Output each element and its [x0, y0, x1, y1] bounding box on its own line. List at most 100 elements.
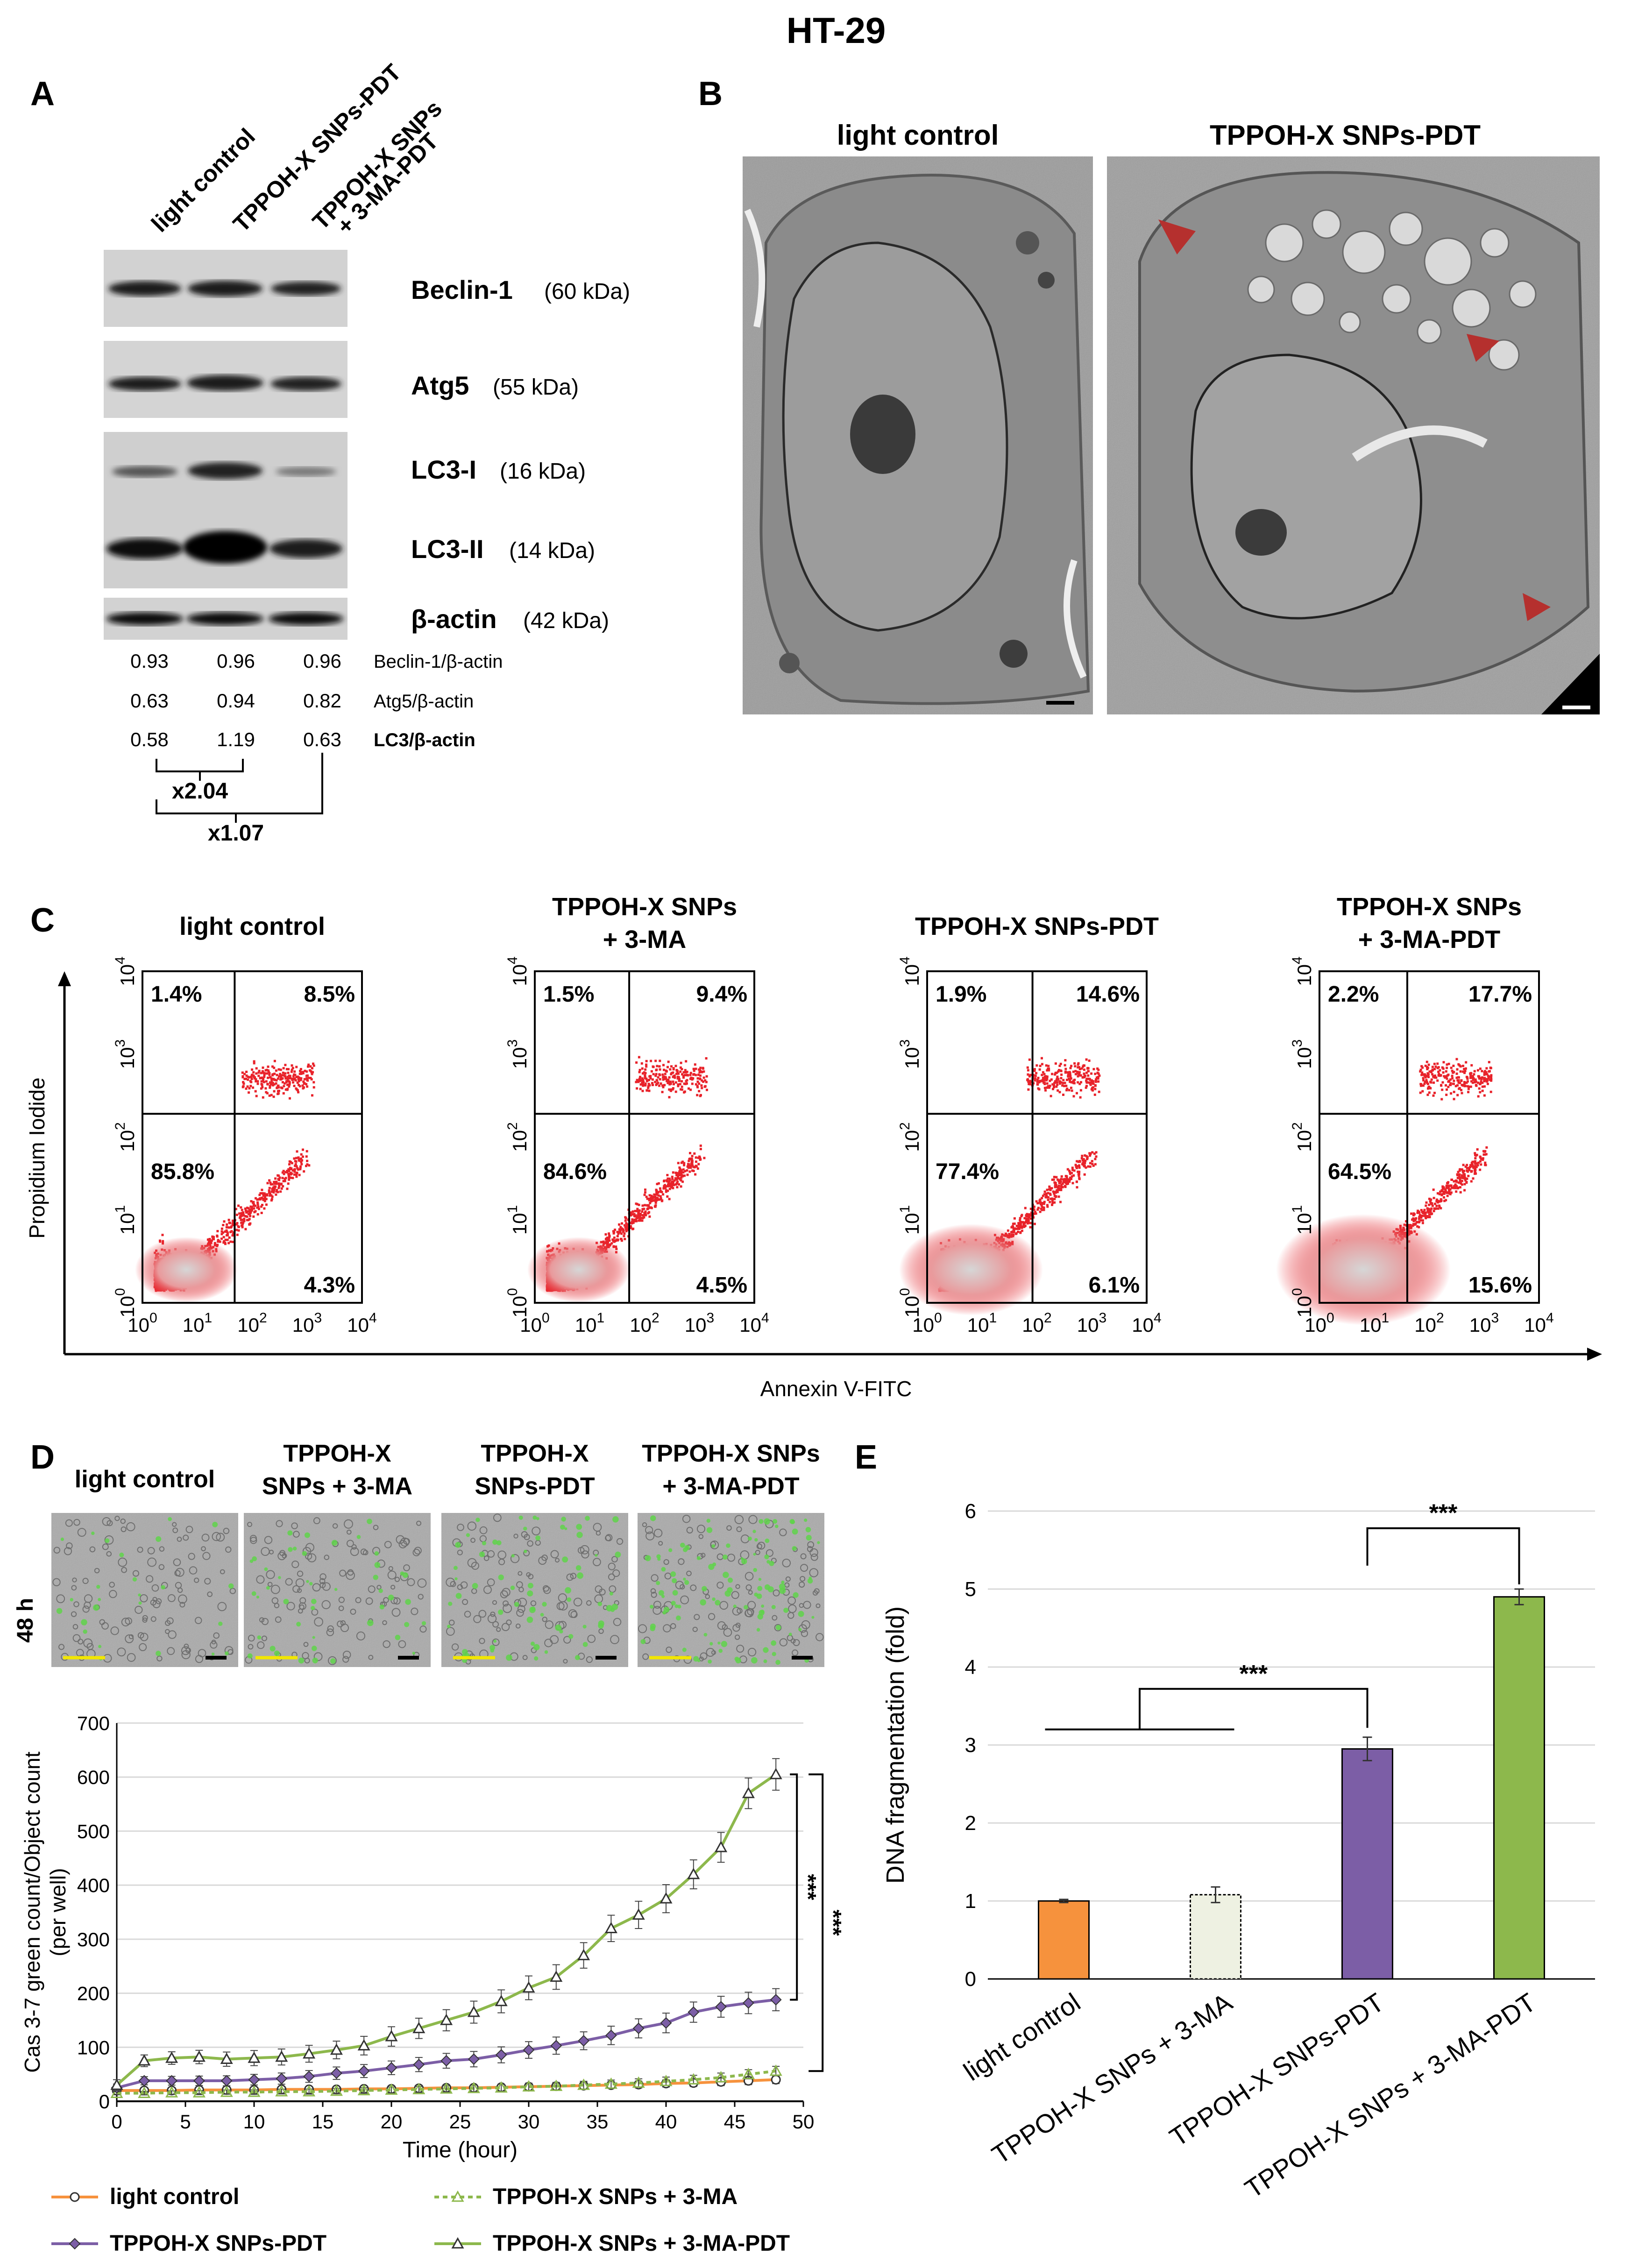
- flow-event: [639, 1079, 642, 1082]
- flow-event: [684, 1074, 686, 1076]
- flow-plot-title: TPPOH-X SNPs-PDT: [915, 912, 1159, 940]
- flow-event: [688, 1158, 691, 1160]
- flow-event: [1461, 1183, 1463, 1186]
- flow-event: [1465, 1061, 1468, 1064]
- flow-event: [1446, 1063, 1448, 1066]
- flow-event: [1041, 1057, 1043, 1060]
- flow-event: [651, 1078, 654, 1081]
- flow-event: [255, 1067, 258, 1070]
- flow-event: [645, 1195, 648, 1198]
- flow-event: [235, 1223, 238, 1226]
- flow-event: [638, 1069, 641, 1071]
- flow-event: [693, 1152, 696, 1155]
- flow-event: [284, 1072, 287, 1075]
- flow-event: [1444, 1189, 1447, 1192]
- flow-event: [267, 1076, 269, 1079]
- flow-event: [1083, 1173, 1086, 1176]
- flow-event: [641, 1216, 644, 1219]
- flow-event: [1050, 1078, 1053, 1081]
- flow-event: [608, 1236, 610, 1239]
- flow-event: [1463, 1189, 1466, 1192]
- flow-event: [281, 1077, 284, 1080]
- flow-event: [291, 1067, 294, 1069]
- flow-event: [300, 1077, 303, 1080]
- flow-event: [1474, 1157, 1477, 1159]
- flow-event: [1079, 1089, 1082, 1092]
- flow-y-tick: 104: [505, 956, 531, 986]
- flow-event: [241, 1076, 244, 1079]
- flow-event: [645, 1060, 648, 1062]
- flow-event: [293, 1085, 296, 1087]
- flow-event: [1077, 1063, 1079, 1066]
- flow-event: [1065, 1084, 1068, 1087]
- flow-event: [1051, 1073, 1054, 1075]
- flow-event: [657, 1076, 659, 1079]
- flow-event: [637, 1081, 640, 1083]
- flow-event: [648, 1084, 651, 1087]
- flow-event: [1071, 1175, 1073, 1178]
- flow-event: [1061, 1084, 1064, 1087]
- flow-event: [1063, 1085, 1065, 1088]
- flow-event: [278, 1185, 281, 1188]
- flow-event: [1022, 1222, 1025, 1225]
- flow-event: [657, 1191, 659, 1194]
- flow-event: [1072, 1174, 1075, 1177]
- flow-event: [281, 1087, 284, 1089]
- flow-event: [1047, 1192, 1050, 1194]
- flow-event: [1482, 1157, 1484, 1160]
- flow-event: [1038, 1068, 1041, 1071]
- flow-event: [1083, 1074, 1086, 1077]
- flow-event: [667, 1060, 670, 1063]
- flow-event: [1083, 1068, 1085, 1071]
- flow-event: [1097, 1080, 1100, 1083]
- flow-event: [1085, 1155, 1088, 1158]
- flow-event: [666, 1174, 669, 1176]
- flow-event: [1055, 1195, 1057, 1198]
- flow-event: [641, 1089, 644, 1092]
- flow-event: [1048, 1086, 1051, 1089]
- band-kda-beclin: (60 kDa): [544, 279, 630, 304]
- flow-event: [1041, 1197, 1043, 1200]
- flow-event: [1081, 1159, 1084, 1162]
- flow-event: [702, 1067, 704, 1069]
- flow-event: [1061, 1186, 1064, 1188]
- flow-event: [1473, 1070, 1476, 1073]
- flow-event: [1049, 1187, 1052, 1190]
- flow-event: [1017, 1223, 1020, 1226]
- flow-density-core: [527, 1237, 630, 1302]
- flow-event: [1459, 1081, 1461, 1084]
- flow-event: [1065, 1175, 1068, 1178]
- flow-event: [689, 1166, 692, 1169]
- flow-event: [689, 1077, 692, 1080]
- flow-event: [1042, 1079, 1045, 1081]
- flow-event: [1080, 1067, 1083, 1070]
- flow-event: [619, 1226, 622, 1229]
- flow-event: [701, 1079, 703, 1082]
- flow-event: [657, 1198, 660, 1201]
- flow-event: [688, 1159, 690, 1162]
- flow-event: [684, 1069, 687, 1072]
- flow-event: [1019, 1217, 1021, 1220]
- flow-event: [1476, 1069, 1479, 1072]
- flow-event: [1046, 1188, 1049, 1191]
- flow-event: [256, 1201, 259, 1204]
- flow-event: [269, 1183, 272, 1186]
- flow-event: [1013, 1217, 1016, 1220]
- flow-event: [294, 1163, 297, 1166]
- flow-event: [655, 1193, 658, 1196]
- flow-event: [1019, 1221, 1022, 1223]
- flow-event: [1040, 1204, 1043, 1207]
- flow-event: [278, 1075, 281, 1078]
- flow-event: [1023, 1217, 1026, 1220]
- flow-event: [623, 1235, 625, 1237]
- flow-event: [1461, 1084, 1464, 1087]
- flow-event: [225, 1229, 228, 1232]
- flow-event: [161, 1234, 164, 1236]
- flow-event: [677, 1085, 680, 1088]
- flow-event: [680, 1176, 683, 1179]
- flow-event: [667, 1185, 669, 1187]
- flow-event: [1456, 1068, 1459, 1071]
- flow-event: [1057, 1185, 1060, 1187]
- flow-event: [241, 1212, 243, 1215]
- flow-event: [1053, 1086, 1055, 1088]
